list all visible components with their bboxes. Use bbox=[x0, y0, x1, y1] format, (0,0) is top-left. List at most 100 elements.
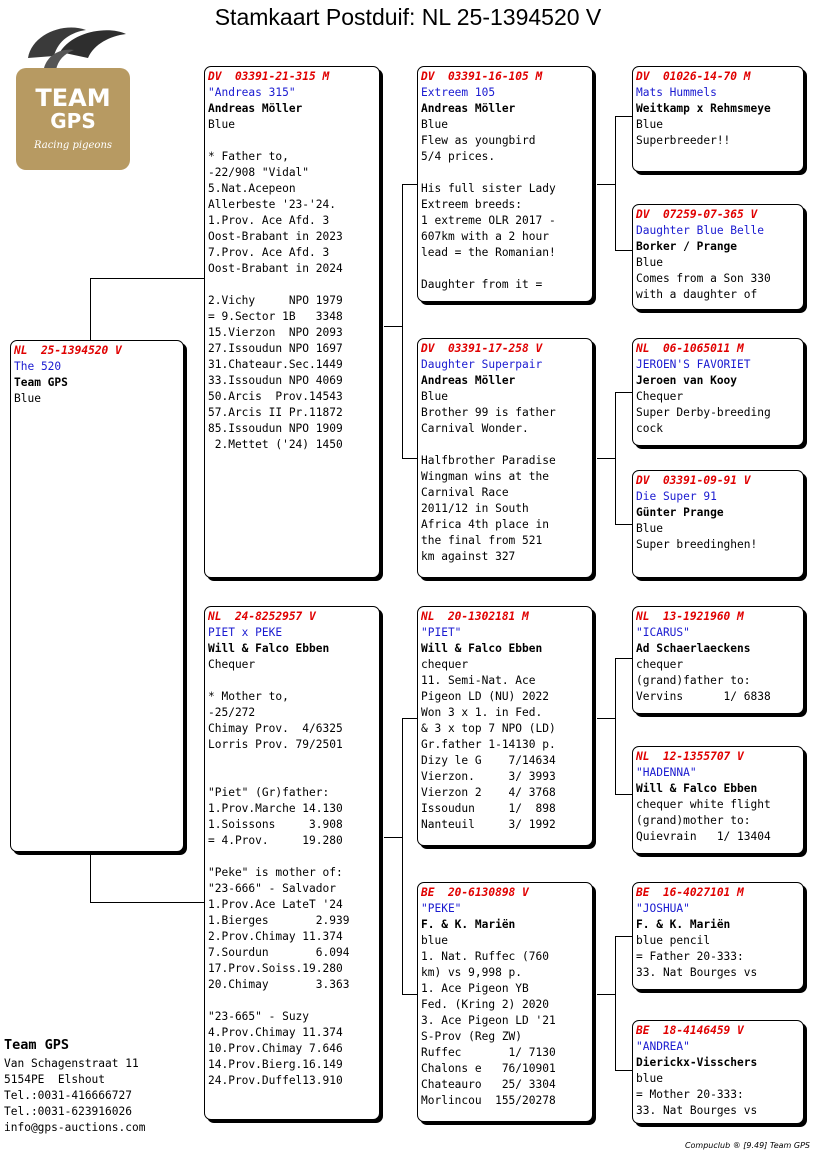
footer-credit: Compuclub ® [9.49] Team GPS bbox=[684, 1141, 810, 1150]
info-line: 3. Ace Pigeon LD '21 bbox=[421, 1014, 556, 1027]
ring-number: BE 20-6130898 V bbox=[421, 886, 529, 899]
info-line: km) vs 9,998 p. bbox=[421, 966, 523, 979]
info-line: Halfbrother Paradise bbox=[421, 454, 556, 467]
connector bbox=[615, 936, 616, 1070]
ring-number: NL 06-1065011 M bbox=[636, 342, 744, 355]
card-fm-mother[interactable]: DV 03391-09-91 V Die Super 91 Günter Prang… bbox=[632, 470, 804, 578]
breeder-name: Will & Falco Ebben bbox=[421, 642, 543, 655]
info-line: 1.Prov.Ace LateT '24 bbox=[208, 898, 343, 911]
breeder-name: Ad Schaerlaeckens bbox=[636, 642, 751, 655]
connector bbox=[597, 718, 615, 719]
connector bbox=[402, 184, 403, 458]
info-line: 17.Prov.Soiss.19.280 bbox=[208, 962, 343, 975]
connector bbox=[90, 902, 205, 903]
connector bbox=[597, 994, 615, 995]
breeder-name: F. & K. Mariën bbox=[636, 918, 731, 931]
info-line: 5/4 prices. bbox=[421, 150, 496, 163]
info-line: 2.Vichy NPO 1979 bbox=[208, 294, 343, 307]
info-line: & 3 x top 7 NPO (LD) bbox=[421, 722, 556, 735]
team-phone-2: Tel.:0031-623916026 bbox=[4, 1105, 132, 1118]
breeder-name: Dierickx-Visschers bbox=[636, 1056, 758, 1069]
info-line: Chalons e 76/10901 bbox=[421, 1062, 556, 1075]
info-line: blue pencil bbox=[636, 934, 711, 947]
breeder-name: Borker / Prange bbox=[636, 240, 738, 253]
team-phone-1: Tel.:0031-416666727 bbox=[4, 1089, 132, 1102]
info-line: Super Derby-breeding bbox=[636, 406, 771, 419]
card-mother[interactable]: NL 24-8252957 V PIET x PEKE Will & Falco E… bbox=[204, 606, 380, 1120]
info-line: Extreem breeds: bbox=[421, 198, 523, 211]
info-line: 1. Ace Pigeon YB bbox=[421, 982, 529, 995]
ring-number: DV 01026-14-70 M bbox=[636, 70, 751, 83]
card-fm-father[interactable]: NL 06-1065011 M JEROEN'S FAVORIET Jeroen v… bbox=[632, 338, 804, 446]
info-line: Blue bbox=[421, 118, 448, 131]
ring-number: NL 24-8252957 V bbox=[208, 610, 316, 623]
info-line: Issoudun 1/ 898 bbox=[421, 802, 556, 815]
info-line: "23-665" - Suzy bbox=[208, 1010, 310, 1023]
info-line: Blue bbox=[421, 390, 448, 403]
pigeon-name: Die Super 91 bbox=[636, 490, 717, 503]
info-line: Allerbeste '23-'24. bbox=[208, 198, 336, 211]
info-line: 14.Prov.Bierg.16.149 bbox=[208, 1058, 343, 1071]
ring-number: DV 03391-09-91 V bbox=[636, 474, 751, 487]
info-line: Oost-Brabant in 2024 bbox=[208, 262, 343, 275]
info-line: Blue bbox=[14, 392, 41, 405]
connector bbox=[615, 524, 633, 525]
pigeon-name: Daughter Blue Belle bbox=[636, 224, 764, 237]
info-line: Blue bbox=[636, 522, 663, 535]
info-line: Gr.father 1-14130 p. bbox=[421, 738, 556, 751]
info-line: "Piet" (Gr)father: bbox=[208, 786, 330, 799]
info-line: Comes from a Son 330 bbox=[636, 272, 771, 285]
pigeon-name: "HADENNA" bbox=[636, 766, 697, 779]
info-line: Dizy le G 7/14634 bbox=[421, 754, 556, 767]
card-mother-mother[interactable]: BE 20-6130898 V "PEKE" F. & K. Mariën blue 1… bbox=[417, 882, 593, 1122]
info-line: Won 3 x 1. in Fed. bbox=[421, 706, 543, 719]
pigeon-name: "PIET" bbox=[421, 626, 462, 639]
info-line: 10.Prov.Chimay 7.646 bbox=[208, 1042, 343, 1055]
card-mm-mother[interactable]: BE 18-4146459 V "ANDREA" Dierickx-Visscher… bbox=[632, 1020, 804, 1124]
pigeon-name: Extreem 105 bbox=[421, 86, 496, 99]
connector bbox=[384, 837, 402, 838]
info-line: 5.Nat.Acepeon bbox=[208, 182, 296, 195]
info-line: 57.Arcis II Pr.11872 bbox=[208, 406, 343, 419]
card-subject[interactable]: NL 25-1394520 V The 520 Team GPS Blue bbox=[10, 340, 184, 852]
connector bbox=[597, 184, 615, 185]
info-line: chequer bbox=[421, 658, 469, 671]
info-line: 20.Chimay 3.363 bbox=[208, 978, 350, 991]
pigeon-name: "ICARUS" bbox=[636, 626, 690, 639]
connector bbox=[402, 994, 417, 995]
info-line: = 4.Prov. 19.280 bbox=[208, 834, 343, 847]
ring-number: BE 16-4027101 M bbox=[636, 886, 744, 899]
card-father[interactable]: DV 03391-21-315 M "Andreas 315" Andreas Mö… bbox=[204, 66, 380, 578]
info-line: 1.Soissons 3.908 bbox=[208, 818, 343, 831]
team-postcode: 5154PE Elshout bbox=[4, 1073, 106, 1086]
card-mf-mother[interactable]: NL 12-1355707 V "HADENNA" Will & Falco Ebb… bbox=[632, 746, 804, 854]
card-ff-mother[interactable]: DV 07259-07-365 V Daughter Blue Belle Bork… bbox=[632, 204, 804, 310]
info-line: 2011/12 in South bbox=[421, 502, 529, 515]
info-line: Super breedinghen! bbox=[636, 538, 758, 551]
breeder-name: F. & K. Mariën bbox=[421, 918, 516, 931]
card-ff-father[interactable]: DV 01026-14-70 M Mats Hummels Weitkamp x R… bbox=[632, 66, 804, 172]
info-line: 33. Nat Bourges vs bbox=[636, 1104, 758, 1117]
info-line: Oost-Brabant in 2023 bbox=[208, 230, 343, 243]
breeder-name: Günter Prange bbox=[636, 506, 724, 519]
card-mf-father[interactable]: NL 13-1921960 M "ICARUS" Ad Schaerlaeckens… bbox=[632, 606, 804, 714]
info-line: = 9.Sector 1B 3348 bbox=[208, 310, 343, 323]
logo-tagline: Racing pigeons bbox=[33, 140, 112, 151]
info-line: Superbreeder!! bbox=[636, 134, 731, 147]
info-line: 1.Prov.Marche 14.130 bbox=[208, 802, 343, 815]
info-line bbox=[208, 133, 376, 149]
pigeon-name: PIET x PEKE bbox=[208, 626, 283, 639]
connector bbox=[402, 458, 417, 459]
team-email[interactable]: info@gps-auctions.com bbox=[4, 1121, 146, 1134]
card-mm-father[interactable]: BE 16-4027101 M "JOSHUA" F. & K. Mariën blu… bbox=[632, 882, 804, 990]
info-line: -22/908 "Vidal" bbox=[208, 166, 310, 179]
connector bbox=[90, 278, 205, 279]
pigeon-name: The 520 bbox=[14, 360, 62, 373]
card-father-mother[interactable]: DV 03391-17-258 V Daughter Superpair Andre… bbox=[417, 338, 593, 578]
card-father-father[interactable]: DV 03391-16-105 M Extreem 105 Andreas Möll… bbox=[417, 66, 593, 302]
info-line: 11. Semi-Nat. Ace bbox=[421, 674, 536, 687]
card-mother-father[interactable]: NL 20-1302181 M "PIET" Will & Falco Ebben c… bbox=[417, 606, 593, 846]
connector bbox=[615, 250, 633, 251]
info-line: chequer bbox=[636, 658, 684, 671]
info-line bbox=[208, 993, 376, 1009]
